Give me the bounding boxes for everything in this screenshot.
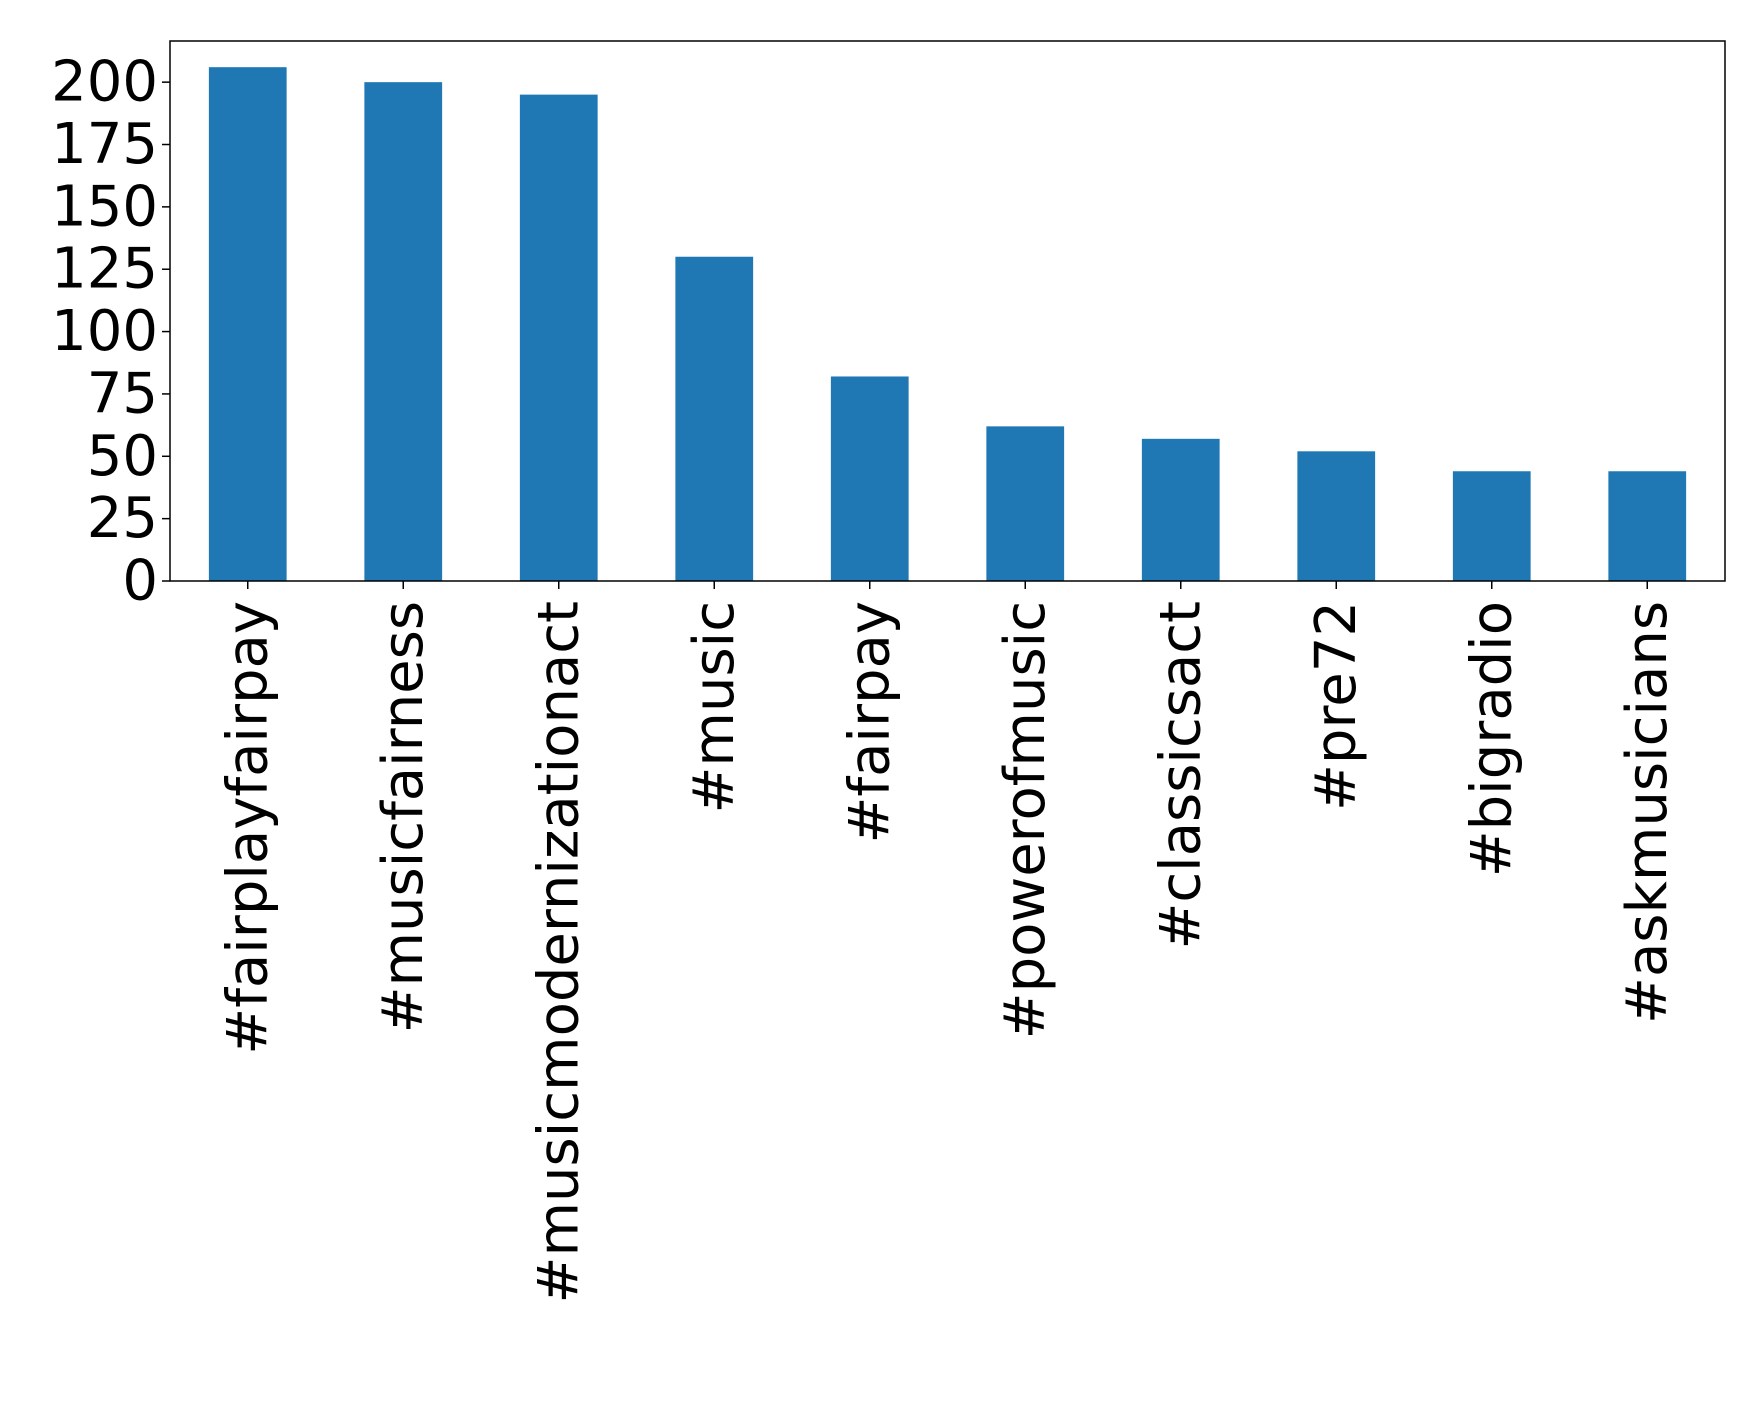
x-tick-label: #classicsact <box>1148 601 1213 950</box>
bar-9 <box>1608 471 1687 581</box>
bar-8 <box>1452 471 1531 581</box>
bar-7 <box>1297 451 1376 581</box>
x-tick-label: #fairpay <box>837 601 902 844</box>
bar-2 <box>519 94 598 582</box>
x-tick-label: #bigradio <box>1459 601 1524 877</box>
y-tick-label: 50 <box>87 424 158 489</box>
x-tick-label: #powerofmusic <box>993 601 1058 1039</box>
x-tick-label: #askmusicians <box>1615 601 1680 1024</box>
y-tick-label: 75 <box>87 361 158 426</box>
bar-1 <box>364 82 443 582</box>
y-tick-label: 100 <box>51 299 158 364</box>
x-tick-label: #pre72 <box>1304 601 1369 811</box>
y-tick-label: 175 <box>51 112 158 177</box>
y-tick-label: 25 <box>87 486 158 551</box>
bar-4 <box>830 376 909 581</box>
bar-0 <box>208 67 287 581</box>
y-tick-label: 150 <box>51 174 158 239</box>
x-tick-label: #music <box>682 601 747 814</box>
bar-3 <box>675 256 754 581</box>
x-tick-label: #musicfairness <box>371 601 436 1033</box>
plot-area-frame <box>169 40 1726 582</box>
bar-5 <box>986 426 1065 581</box>
y-tick-label: 125 <box>51 237 158 302</box>
x-tick-label: #musicmodernizationact <box>526 601 591 1303</box>
bar-6 <box>1141 438 1220 581</box>
x-axis-ticks: #fairplayfairpay #musicfairness #musicmode… <box>215 581 1680 1303</box>
x-tick-label: #fairplayfairpay <box>215 601 280 1055</box>
bars-group <box>208 67 1687 582</box>
y-tick-label: 200 <box>51 50 158 115</box>
y-tick-label: 0 <box>122 549 158 614</box>
